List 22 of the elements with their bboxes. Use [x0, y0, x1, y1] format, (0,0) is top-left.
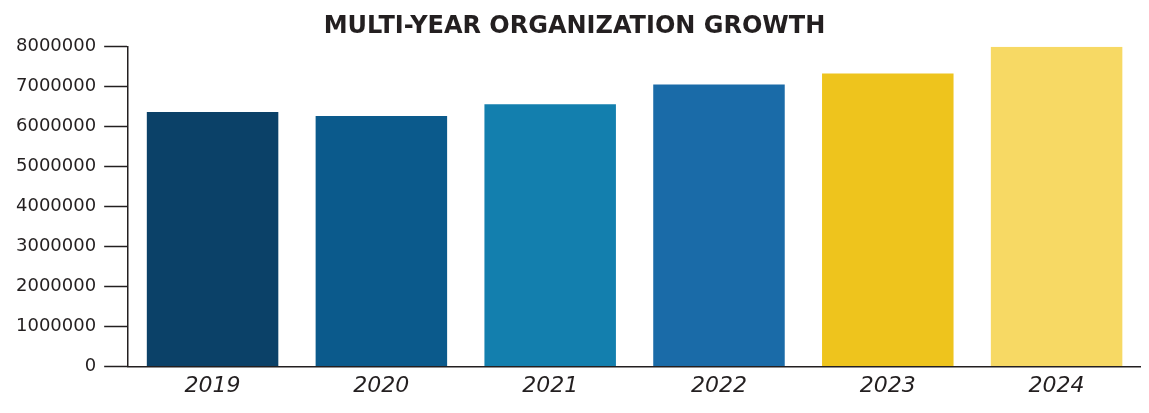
bar: [484, 104, 616, 367]
y-tick-label: 5000000: [15, 154, 97, 176]
y-tick-label: 3000000: [15, 234, 97, 256]
x-tick-label: 2024: [1028, 371, 1085, 397]
y-tick-label: 1000000: [15, 314, 97, 336]
bar: [653, 84, 785, 367]
bar: [822, 73, 954, 367]
bar: [146, 111, 279, 367]
bar: [990, 46, 1123, 367]
y-tick-label: 7000000: [15, 74, 97, 96]
x-tick-label: 2019: [184, 371, 241, 397]
chart-title: MULTI-YEAR ORGANIZATION GROWTH: [323, 10, 826, 39]
y-tick-label: 6000000: [15, 114, 97, 136]
x-tick-label: 2022: [690, 371, 747, 397]
y-tick-label: 8000000: [15, 34, 97, 56]
y-tick-label: 4000000: [15, 194, 97, 216]
bar: [315, 115, 448, 367]
y-tick-label: 2000000: [15, 274, 97, 296]
x-tick-label: 2021: [522, 371, 579, 397]
y-tick-label: 0: [84, 354, 97, 376]
x-tick-label: 2020: [353, 371, 410, 397]
x-tick-label: 2023: [859, 371, 916, 397]
